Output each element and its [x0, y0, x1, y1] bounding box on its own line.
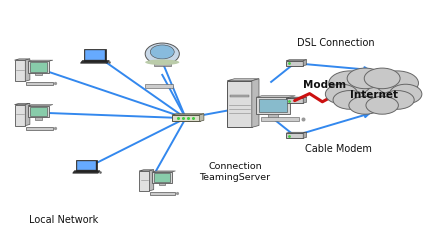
- Text: Local Network: Local Network: [29, 215, 98, 225]
- Polygon shape: [30, 107, 47, 116]
- Polygon shape: [14, 59, 30, 60]
- Polygon shape: [81, 61, 109, 63]
- Polygon shape: [84, 49, 106, 61]
- Polygon shape: [302, 132, 306, 138]
- Polygon shape: [26, 127, 53, 130]
- Ellipse shape: [332, 91, 366, 109]
- Polygon shape: [14, 105, 25, 126]
- Polygon shape: [285, 61, 302, 66]
- Polygon shape: [251, 79, 259, 127]
- Ellipse shape: [363, 68, 399, 89]
- Polygon shape: [171, 115, 199, 121]
- Ellipse shape: [150, 45, 174, 59]
- Polygon shape: [25, 59, 30, 81]
- Polygon shape: [14, 60, 25, 81]
- Text: Cable Modem: Cable Modem: [305, 144, 371, 154]
- Polygon shape: [153, 173, 170, 182]
- Text: Internet: Internet: [349, 90, 397, 100]
- Bar: [35, 73, 42, 75]
- Bar: [145, 84, 173, 88]
- Ellipse shape: [379, 91, 413, 109]
- Polygon shape: [302, 97, 306, 103]
- Bar: [229, 95, 248, 97]
- Polygon shape: [256, 97, 289, 114]
- Bar: [268, 114, 277, 117]
- Ellipse shape: [325, 84, 357, 104]
- Text: Connection
TeamingServer: Connection TeamingServer: [199, 162, 270, 182]
- Polygon shape: [150, 192, 175, 195]
- Polygon shape: [77, 161, 95, 170]
- Ellipse shape: [328, 71, 371, 95]
- Text: Modem: Modem: [302, 80, 345, 90]
- Polygon shape: [285, 60, 306, 61]
- Polygon shape: [227, 81, 251, 127]
- Ellipse shape: [145, 59, 179, 65]
- Ellipse shape: [348, 96, 380, 114]
- Polygon shape: [25, 103, 30, 126]
- Polygon shape: [139, 170, 153, 171]
- Polygon shape: [30, 62, 47, 72]
- Polygon shape: [285, 98, 302, 103]
- Polygon shape: [14, 103, 30, 105]
- Polygon shape: [72, 171, 100, 173]
- Polygon shape: [149, 170, 153, 191]
- Polygon shape: [152, 171, 175, 172]
- Polygon shape: [285, 97, 306, 98]
- Polygon shape: [28, 105, 53, 106]
- Bar: [153, 63, 170, 66]
- Ellipse shape: [389, 84, 421, 104]
- Polygon shape: [256, 96, 295, 97]
- Polygon shape: [85, 50, 104, 60]
- Polygon shape: [152, 172, 171, 183]
- Polygon shape: [285, 133, 302, 138]
- Polygon shape: [139, 171, 149, 191]
- Bar: [158, 183, 164, 185]
- Ellipse shape: [342, 73, 403, 107]
- Polygon shape: [28, 61, 49, 73]
- Polygon shape: [26, 82, 53, 85]
- Ellipse shape: [346, 68, 382, 89]
- Polygon shape: [302, 60, 306, 66]
- Polygon shape: [76, 160, 97, 171]
- Bar: [35, 117, 42, 120]
- Ellipse shape: [375, 71, 417, 95]
- Polygon shape: [28, 106, 49, 117]
- Text: DSL Connection: DSL Connection: [296, 38, 374, 48]
- Ellipse shape: [365, 96, 397, 114]
- Polygon shape: [227, 79, 259, 81]
- Ellipse shape: [145, 43, 179, 65]
- Polygon shape: [259, 99, 287, 112]
- Polygon shape: [199, 114, 204, 121]
- Polygon shape: [171, 114, 204, 115]
- Polygon shape: [285, 132, 306, 133]
- Polygon shape: [260, 117, 298, 121]
- Polygon shape: [28, 60, 53, 61]
